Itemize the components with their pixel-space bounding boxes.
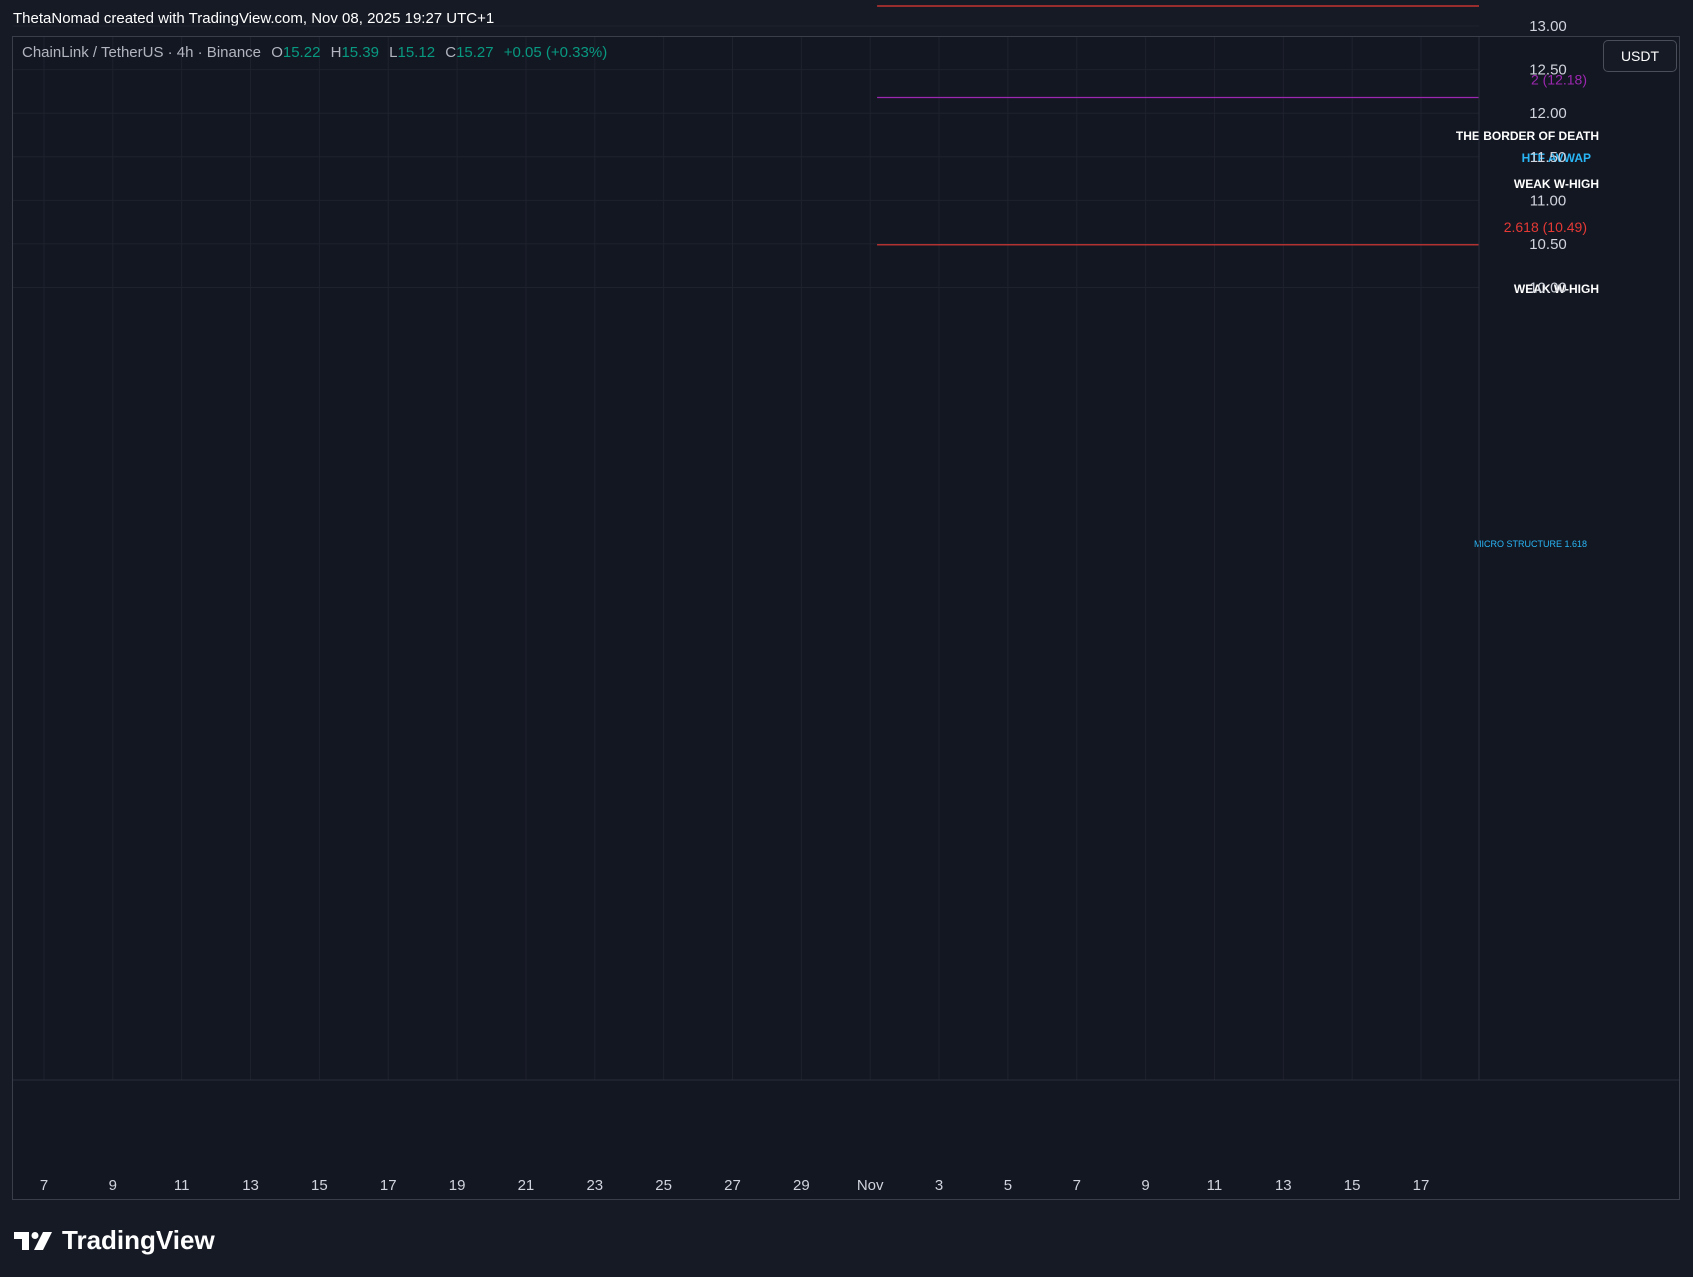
time-tick-label: 11 — [1207, 1177, 1223, 1194]
time-tick-label: 11 — [174, 1177, 190, 1194]
bottom-bar — [0, 1200, 1693, 1277]
time-tick-label: 21 — [518, 1177, 535, 1194]
close-value: 15.27 — [456, 44, 494, 61]
time-tick-label: 9 — [109, 1177, 117, 1194]
time-tick-label: 19 — [449, 1177, 466, 1194]
time-tick-label: 5 — [1004, 1177, 1012, 1194]
time-tick-label: 15 — [311, 1177, 328, 1194]
htf-avwap-label: HTF AVWAP — [1522, 151, 1591, 165]
price-tick-label: 11.00 — [1530, 192, 1566, 209]
price-tick-label: 10.50 — [1529, 236, 1567, 253]
high-label: H — [330, 44, 342, 61]
time-tick-label: 13 — [1275, 1177, 1292, 1194]
brand-name: TradingView — [62, 1225, 215, 1255]
currency-unit-button[interactable]: USDT — [1603, 40, 1677, 72]
micro-structure-label: MICRO STRUCTURE 1.618 — [1474, 539, 1587, 549]
low-value: 15.12 — [397, 44, 436, 61]
symbol-name[interactable]: ChainLink / TetherUS · 4h · Binance — [22, 44, 262, 61]
open-value: 15.22 — [282, 44, 321, 61]
fib-level-label: 2.618 (10.49) — [1504, 219, 1587, 235]
time-tick-label: 29 — [793, 1177, 810, 1194]
tradingview-logo[interactable]: TradingView — [14, 1225, 215, 1256]
chart-frame — [12, 36, 1680, 1200]
time-tick-label: 7 — [1073, 1177, 1081, 1194]
price-tick-label: 11.50 — [1530, 149, 1566, 166]
low-label: L — [389, 44, 398, 61]
change-value: +0.05 (+0.33%) — [503, 44, 608, 61]
zone-label: WEAK W-HIGH — [1514, 177, 1599, 191]
time-tick-label: 25 — [655, 1177, 672, 1194]
time-tick-label: 17 — [1413, 1177, 1430, 1194]
time-tick-label: 17 — [380, 1177, 397, 1194]
price-tick-label: 12.50 — [1529, 62, 1567, 79]
chart-background — [13, 37, 1679, 1199]
zone-label: THE BORDER OF DEATH — [1456, 129, 1599, 143]
time-tick-label: 27 — [724, 1177, 741, 1194]
price-tick-label: 13.00 — [1529, 18, 1567, 35]
time-tick-label: 15 — [1344, 1177, 1361, 1194]
symbol-legend: ChainLink / TetherUS · 4h · Binance O15.… — [22, 44, 607, 61]
publish-credit: ThetaNomad created with TradingView.com,… — [13, 10, 495, 27]
zone-label: WEAK W-HIGH — [1514, 282, 1599, 296]
open-label: O — [271, 44, 283, 61]
time-tick-label: 23 — [586, 1177, 603, 1194]
price-tick-label: 10.00 — [1529, 280, 1567, 297]
fib-level-label: 2 (12.18) — [1531, 72, 1587, 88]
time-tick-label: 3 — [935, 1177, 943, 1194]
time-tick-label: 7 — [40, 1177, 48, 1194]
time-tick-label: 9 — [1141, 1177, 1149, 1194]
time-tick-label: 13 — [242, 1177, 259, 1194]
close-label: C — [445, 44, 457, 61]
tradingview-logo-icon — [14, 1231, 52, 1250]
time-tick-label: Nov — [857, 1177, 884, 1194]
high-value: 15.39 — [341, 44, 379, 61]
price-tick-label: 12.00 — [1529, 105, 1567, 122]
